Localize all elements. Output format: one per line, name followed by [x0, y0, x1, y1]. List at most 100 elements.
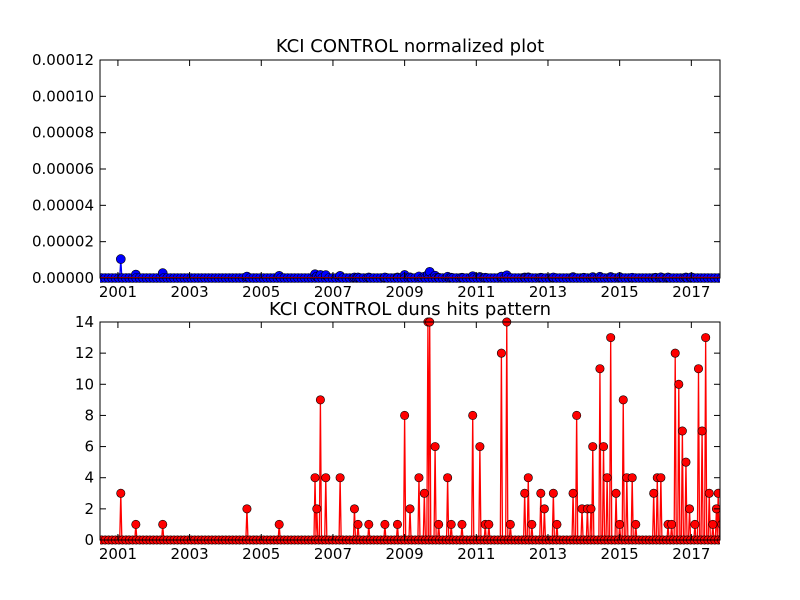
data-point: [606, 333, 616, 343]
x-tick-label: 2015: [601, 545, 639, 563]
data-point: [349, 504, 359, 514]
data-point: [685, 504, 695, 514]
data-point: [690, 519, 700, 529]
data-point: [446, 519, 456, 529]
data-point: [552, 519, 562, 529]
y-tick-label: 0.00006: [32, 160, 94, 178]
y-tick-label: 0: [84, 531, 94, 549]
x-tick-label: 2009: [386, 545, 424, 563]
data-point: [572, 410, 582, 420]
data-point: [115, 254, 126, 264]
data-point: [419, 488, 429, 498]
data-point: [674, 379, 684, 389]
data-point: [649, 488, 659, 498]
x-tick-label: 2007: [314, 283, 352, 301]
data-point: [697, 426, 707, 436]
x-tick-label: 2005: [242, 545, 280, 563]
data-point: [414, 473, 424, 483]
data-point: [611, 488, 621, 498]
y-tick-label: 14: [75, 313, 94, 331]
data-point: [484, 519, 494, 529]
data-point: [468, 410, 478, 420]
data-point: [681, 457, 691, 467]
x-tick-label: 2017: [672, 283, 710, 301]
data-point: [312, 504, 322, 514]
data-point: [618, 395, 628, 405]
data-point: [708, 519, 718, 529]
x-tick-label: 2011: [457, 283, 495, 301]
data-point: [274, 519, 284, 529]
x-tick-label: 2003: [171, 545, 209, 563]
x-tick-label: 2017: [672, 545, 710, 563]
chart-title: KCI CONTROL normalized plot: [276, 36, 544, 57]
data-point: [704, 488, 714, 498]
data-point: [380, 519, 390, 529]
data-point: [701, 333, 711, 343]
y-tick-label: 12: [75, 344, 94, 362]
x-axis-ticks: 2001 2003 2005 2007 2009 2011 2013 2015 2017: [99, 60, 710, 301]
x-tick-label: 2009: [386, 283, 424, 301]
data-point: [527, 519, 537, 529]
data-point: [615, 519, 625, 529]
x-tick-label: 2001: [99, 545, 137, 563]
data-point: [595, 364, 605, 374]
data-point: [353, 519, 363, 529]
y-axis-ticks: 0.00000 0.00002 0.00004 0.00006 0.00008 0.000…: [32, 51, 720, 287]
y-tick-label: 10: [75, 375, 94, 393]
y-tick-label: 0.00002: [32, 233, 94, 251]
data-point: [430, 442, 440, 452]
axes-frame: [99, 321, 721, 541]
data-point: [586, 504, 596, 514]
x-axis-ticks: 2001 2003 2005 2007 2009 2011 2013 2015 2017: [99, 322, 710, 563]
data-point: [443, 473, 453, 483]
data-point: [599, 442, 609, 452]
data-point: [335, 473, 345, 483]
x-tick-label: 2015: [601, 283, 639, 301]
data-point: [588, 442, 598, 452]
data-point: [505, 519, 515, 529]
data-point: [548, 488, 558, 498]
data-point: [434, 519, 444, 529]
y-tick-label: 0.00012: [32, 51, 94, 69]
data-point: [523, 473, 533, 483]
data-point: [310, 473, 320, 483]
data-point: [364, 519, 374, 529]
data-point: [520, 488, 530, 498]
data-point: [321, 473, 331, 483]
y-tick-label: 0.00000: [32, 269, 94, 287]
x-tick-label: 2011: [457, 545, 495, 563]
data-point: [670, 348, 680, 358]
y-tick-label: 0.00004: [32, 196, 94, 214]
data-point: [677, 426, 687, 436]
data-point: [242, 504, 252, 514]
data-point: [400, 410, 410, 420]
data-point: [627, 473, 637, 483]
x-tick-label: 2007: [314, 545, 352, 563]
data-point: [475, 442, 485, 452]
data-point: [131, 519, 141, 529]
data-point: [315, 395, 325, 405]
y-tick-label: 0.00010: [32, 87, 94, 105]
data-point: [392, 519, 402, 529]
x-tick-label: 2001: [99, 283, 137, 301]
data-point: [116, 488, 126, 498]
data-point: [656, 473, 666, 483]
data-point: [496, 348, 506, 358]
y-axis-ticks: 0 2 4 6 8 10 12 14: [75, 313, 720, 549]
duns-hits-plot: KCI CONTROL duns hits pattern 2001 2003 20…: [75, 299, 721, 563]
data-point: [602, 473, 612, 483]
y-tick-label: 8: [84, 406, 94, 424]
x-tick-label: 2013: [529, 545, 567, 563]
data-point: [667, 519, 677, 529]
data-point: [631, 519, 641, 529]
data-point: [539, 504, 549, 514]
y-tick-label: 0.00008: [32, 124, 94, 142]
data-point: [717, 520, 720, 529]
data-point: [405, 504, 415, 514]
data-point: [713, 488, 720, 498]
data-point: [158, 519, 168, 529]
normalized-plot: KCI CONTROL normalized plot 2001 2003 2005…: [32, 36, 721, 301]
data-point: [536, 488, 546, 498]
